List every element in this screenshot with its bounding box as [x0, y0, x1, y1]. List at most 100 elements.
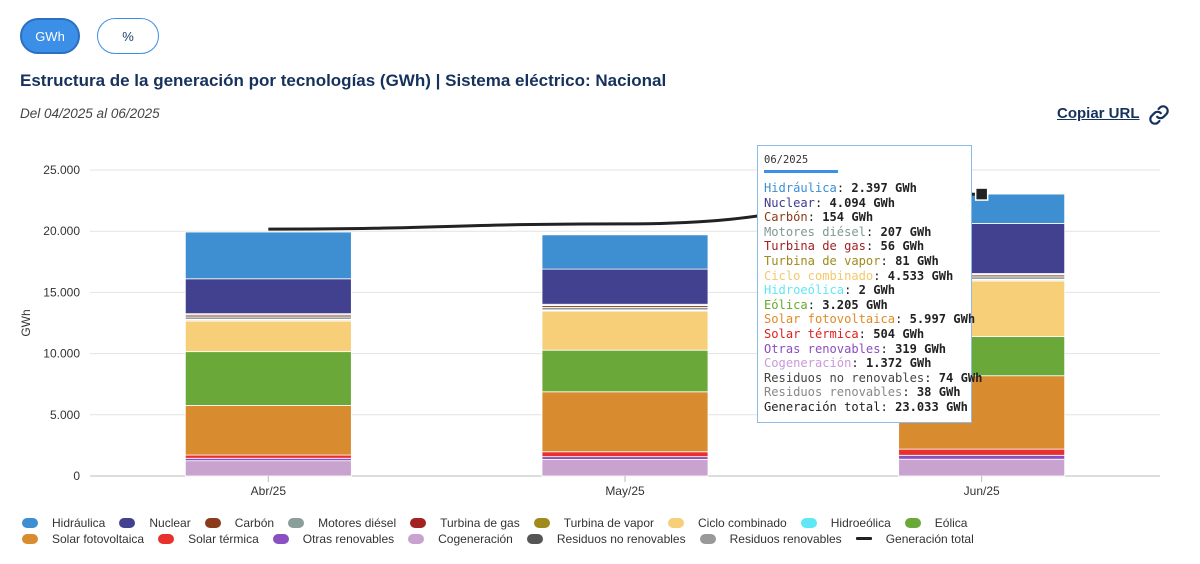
tooltip-label: Solar fotovoltaica	[764, 312, 896, 327]
legend-label: Carbón	[234, 515, 275, 530]
legend-label: Solar fotovoltaica	[52, 531, 145, 546]
date-range: Del 04/2025 al 06/2025	[20, 106, 160, 121]
legend-label: Otras renovables	[302, 531, 395, 546]
legend-swatch	[904, 517, 921, 528]
bar-segment	[898, 454, 1066, 460]
x-tick-label: May/25	[605, 484, 645, 498]
legend-item[interactable]: Hidroeólica	[800, 515, 891, 530]
bar-segment	[184, 405, 352, 456]
bar-segment	[184, 460, 352, 477]
legend-row: Solar fotovoltaica Solar térmica Otras ren…	[22, 531, 1182, 546]
legend-item[interactable]: Solar fotovoltaica	[22, 531, 144, 546]
x-tick-label: Abr/25	[251, 484, 287, 498]
legend-label: Nuclear	[149, 515, 191, 530]
tooltip-line: Solar térmica: 504 GWh	[764, 326, 925, 341]
tooltip-line: Eólica: 3.205 GWh	[764, 297, 888, 312]
total-line-marker	[974, 187, 989, 201]
tooltip-accent-bar	[764, 170, 838, 173]
tooltip-value: 2.397 GWh	[851, 181, 917, 195]
tooltip-value: 319 GWh	[895, 341, 947, 356]
legend-item[interactable]: Eólica	[904, 515, 968, 530]
legend-swatch	[410, 517, 427, 528]
tooltip-line: Hidráulica: 2.397 GWh	[764, 181, 917, 195]
tooltip-label: Residuos no renovables	[764, 370, 925, 385]
legend-swatch	[855, 537, 872, 540]
legend-item[interactable]: Carbón	[204, 515, 275, 530]
tooltip-label: Carbón	[764, 210, 808, 225]
tooltip-label: Motores diésel	[764, 224, 866, 239]
tooltip-label: Cogeneración	[764, 356, 852, 371]
bar-segment	[541, 349, 709, 393]
tooltip-line: Cogeneración: 1.372 GWh	[764, 356, 932, 371]
tooltip-line: Turbina de gas: 56 GWh	[764, 239, 925, 254]
legend-item[interactable]: Turbina de gas	[410, 515, 520, 530]
legend-item[interactable]: Solar térmica	[158, 531, 259, 546]
legend-item[interactable]: Ciclo combinado	[668, 515, 787, 530]
y-axis-label: GWh	[19, 309, 33, 336]
tooltip-line: Solar fotovoltaica: 5.997 GWh	[764, 312, 976, 327]
y-tick-label: 20.000	[43, 224, 80, 238]
bar-segment	[898, 458, 1066, 477]
y-tick-label: 5.000	[50, 408, 80, 422]
bar-segment	[184, 351, 352, 406]
bar-segment	[541, 451, 709, 458]
legend-item[interactable]: Residuos renovables	[699, 531, 842, 546]
legend-swatch	[204, 517, 221, 528]
legend-item[interactable]: Cogeneración	[408, 531, 513, 546]
bar-segment	[541, 391, 709, 453]
y-tick-label: 10.000	[43, 347, 80, 361]
tooltip-label: Nuclear	[764, 195, 815, 210]
stacked-bar-chart: 0 5.000 10.000 15.000 20.000 25.000 GWh Abr/25 M…	[19, 163, 1160, 498]
legend-item[interactable]: Residuos no renovables	[526, 531, 686, 546]
tooltip-line: Motores diésel: 207 GWh	[764, 224, 932, 239]
tooltip-line: Otras renovables: 319 GWh	[764, 341, 947, 356]
tooltip-value: 2 GWh	[858, 283, 896, 298]
bar-segment	[184, 278, 352, 315]
tooltip-line: Hidroeólica: 2 GWh	[764, 283, 896, 298]
tooltip-label: Hidroeólica	[764, 283, 845, 298]
tooltip-value: 5.997 GWh	[909, 312, 976, 327]
tooltip-value: 56 GWh	[880, 239, 925, 254]
chart-title: Estructura de la generación por tecnolog…	[20, 71, 667, 90]
tooltip-value: 4.533 GWh	[887, 268, 954, 283]
legend-swatch	[272, 533, 289, 544]
bar-segment	[184, 231, 352, 280]
legend-label: Solar térmica	[188, 531, 259, 546]
tooltip-value: 81 GWh	[895, 253, 939, 268]
legend-label: Motores diésel	[318, 515, 397, 530]
tooltip-value: 4.094 GWh	[829, 195, 896, 210]
tooltip-line: Carbón: 154 GWh	[764, 210, 874, 225]
tooltip-line: Turbina de vapor: 81 GWh	[764, 253, 939, 268]
legend-label: Eólica	[934, 515, 968, 530]
bar-segment	[184, 320, 352, 353]
legend-item[interactable]: Nuclear	[119, 515, 191, 530]
tooltip-label: Eólica	[764, 297, 808, 312]
legend-item[interactable]: Motores diésel	[288, 515, 396, 530]
unit-toggle-gwh[interactable]: GWh	[20, 18, 80, 54]
legend-swatch	[408, 533, 425, 544]
legend-swatch	[533, 517, 550, 528]
legend-swatch	[800, 517, 817, 528]
legend-item[interactable]: Otras renovables	[272, 531, 395, 546]
legend-item[interactable]: Hidráulica	[22, 515, 105, 530]
unit-toggle-percent[interactable]: %	[97, 18, 159, 54]
bar-segment	[541, 456, 709, 460]
tooltip-label: Residuos renovables	[764, 385, 903, 400]
copy-url-link[interactable]: Copiar URL	[1057, 105, 1140, 122]
tooltip-label: Ciclo combinado	[764, 268, 874, 283]
legend-swatch	[22, 517, 38, 528]
bar-segment	[184, 454, 352, 459]
chart-legend: Hidráulica Nuclear Carbón Motores diésel Tur…	[22, 515, 1182, 547]
bar-segment	[541, 268, 709, 305]
legend-swatch	[22, 533, 38, 544]
legend-swatch	[699, 533, 716, 544]
link-icon[interactable]	[1148, 104, 1170, 126]
tooltip-line: Ciclo combinado: 4.533 GWh	[764, 268, 954, 283]
tooltip-date: 06/2025	[764, 154, 809, 166]
legend-item[interactable]: Generación total	[855, 531, 974, 546]
legend-item[interactable]: Turbina de vapor	[533, 515, 654, 530]
tooltip-value: 38 GWh	[916, 385, 961, 400]
tooltip-label: Otras renovables	[764, 341, 881, 356]
tooltip-value: 504 GWh	[873, 326, 925, 341]
legend-swatch	[288, 517, 305, 528]
